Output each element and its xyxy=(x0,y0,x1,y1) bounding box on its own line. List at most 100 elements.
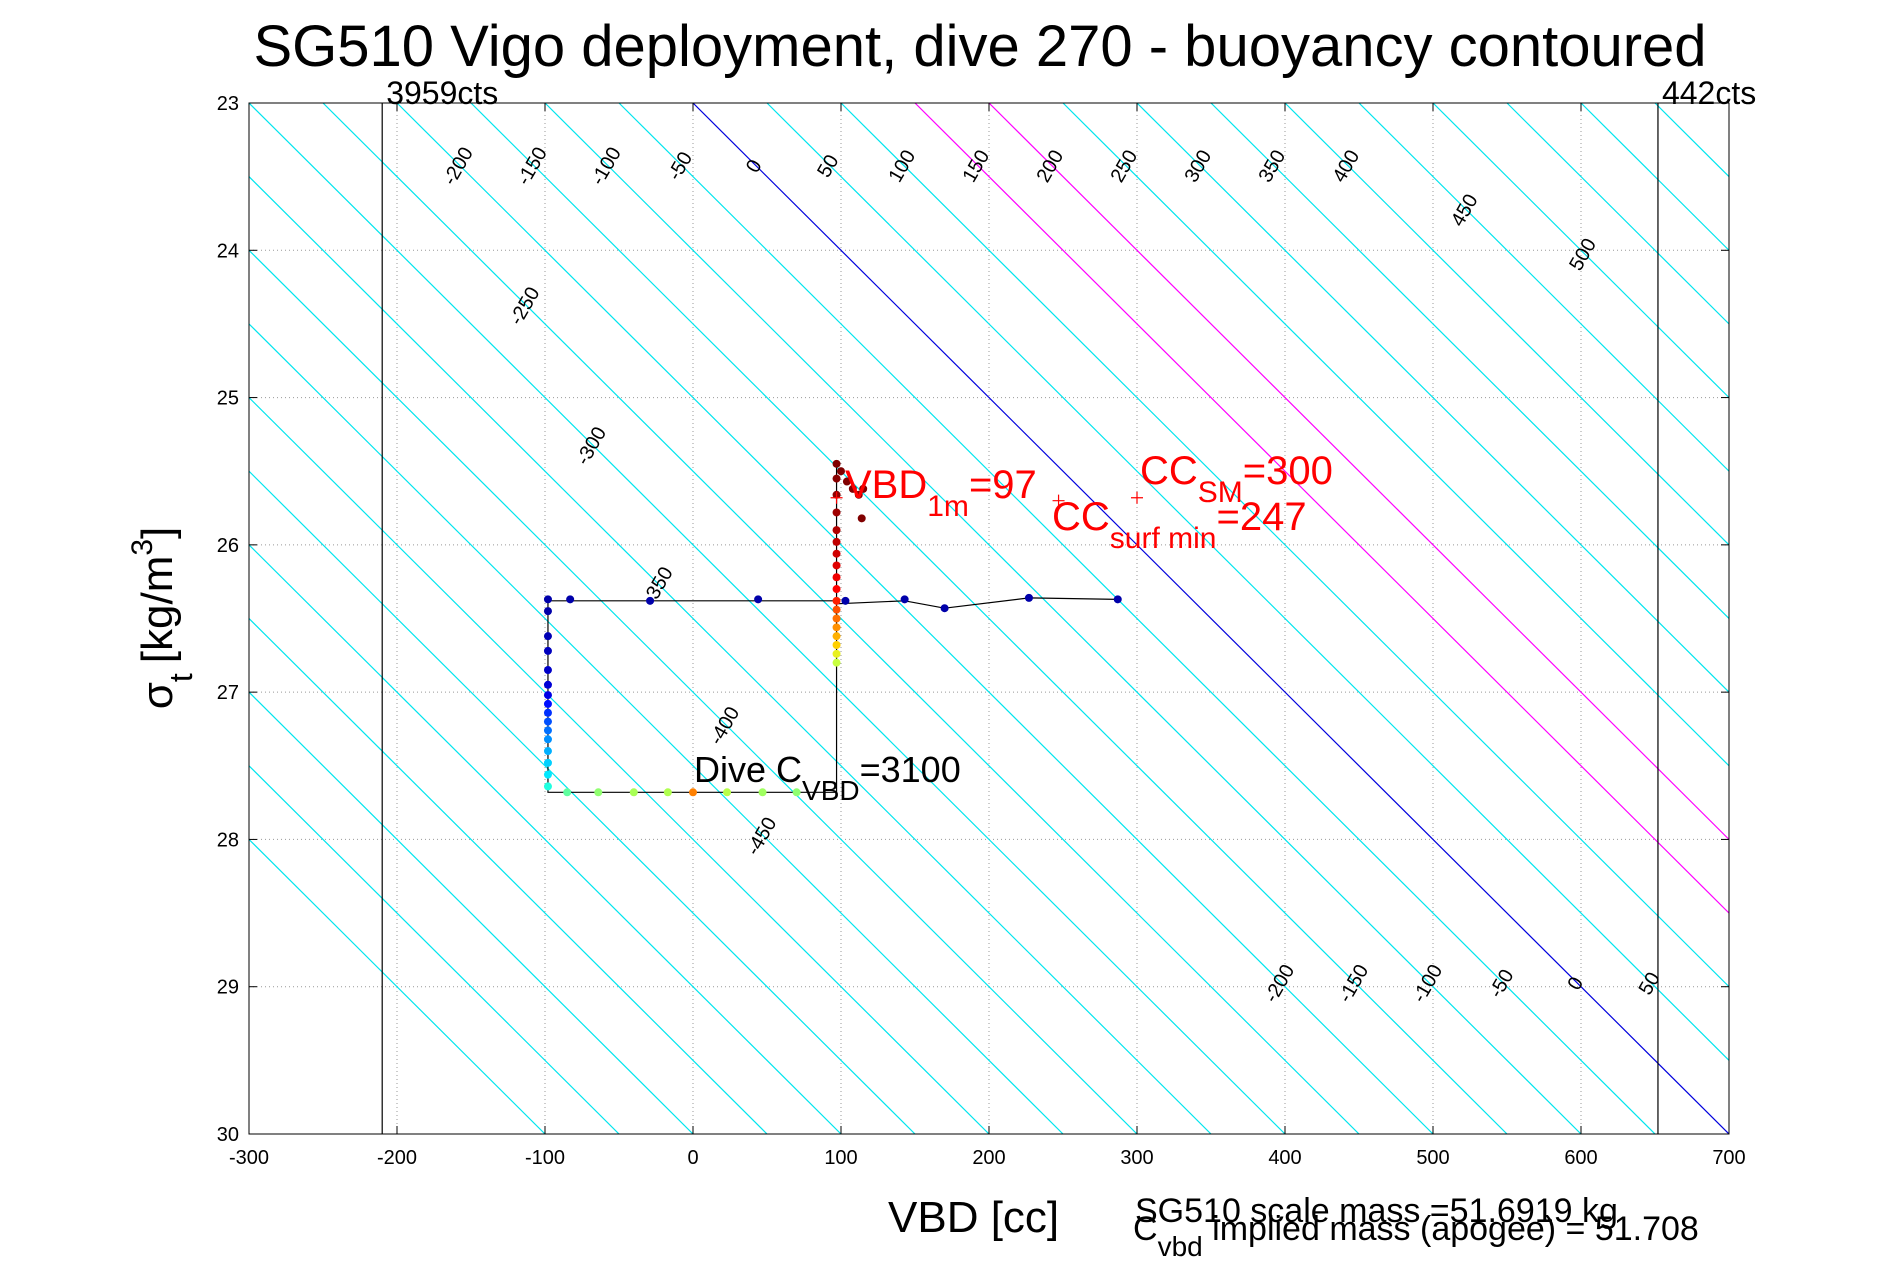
dive-c-vbd-annotation: Dive CVBD=3100 xyxy=(694,749,961,806)
data-point xyxy=(832,596,841,605)
x-tick-label: -100 xyxy=(525,1147,565,1169)
y-axis-label: σt[kg/m3] xyxy=(126,527,199,710)
data-point xyxy=(594,788,603,797)
data-point xyxy=(841,596,850,605)
data-point xyxy=(543,680,552,689)
data-point xyxy=(837,467,845,476)
buoyancy-contour xyxy=(766,103,1729,1062)
data-points xyxy=(543,459,1143,797)
data-point xyxy=(543,632,552,641)
data-point xyxy=(859,484,868,493)
buoyancy-contour xyxy=(470,103,1508,1134)
data-point xyxy=(663,788,672,797)
vbd-limit-label: 442cts xyxy=(1662,75,1756,111)
y-tick-label: 24 xyxy=(217,240,239,262)
data-point xyxy=(689,788,697,797)
chart-title: SG510 Vigo deployment, dive 270 - buoyan… xyxy=(253,14,1706,79)
buoyancy-contour xyxy=(249,175,1212,1134)
data-point xyxy=(543,708,552,717)
buoyancy-contour xyxy=(1358,103,1729,473)
zero-buoyancy-contour xyxy=(692,103,1729,1134)
data-point xyxy=(543,770,552,779)
data-point xyxy=(832,585,841,594)
y-tick-label: 23 xyxy=(217,93,239,115)
x-axis-ticks: -300 -200 -100 0 100 200 300 400 500 600 700 xyxy=(229,103,1746,1169)
data-point xyxy=(754,595,763,604)
buoyancy-contour xyxy=(249,544,842,1134)
data-point xyxy=(543,758,552,767)
data-point xyxy=(629,788,638,797)
buoyancy-contour xyxy=(249,691,694,1134)
y-tick-label: 25 xyxy=(217,388,239,410)
data-point xyxy=(723,788,732,797)
buoyancy-contour xyxy=(618,103,1656,1134)
vbd-limit-lines: 3959cts 442cts xyxy=(381,75,1756,1134)
dive-trace xyxy=(547,463,1118,793)
x-tick-label: 600 xyxy=(1564,1147,1597,1169)
data-point xyxy=(792,788,801,797)
vbd-limit-label: 3959cts xyxy=(386,75,498,111)
data-point xyxy=(832,641,841,650)
data-point xyxy=(543,735,552,744)
vbd-1m-annotation: VBD1m=97 xyxy=(845,463,1037,523)
data-point xyxy=(832,508,841,517)
x-tick-label: 300 xyxy=(1120,1147,1153,1169)
highlight-contour xyxy=(914,103,1729,914)
y-tick-label: 29 xyxy=(217,977,239,999)
annotation-marker xyxy=(1052,494,1065,507)
data-point xyxy=(848,484,857,493)
dive-trace-line xyxy=(547,463,1118,793)
x-tick-label: -200 xyxy=(377,1147,417,1169)
data-point xyxy=(832,649,841,658)
buoyancy-contour xyxy=(249,838,546,1134)
x-tick-label: 400 xyxy=(1268,1147,1301,1169)
buoyancy-contour xyxy=(249,103,1286,1134)
x-tick-label: 500 xyxy=(1416,1147,1449,1169)
data-point xyxy=(543,726,552,735)
annotation-marker xyxy=(1131,491,1143,504)
x-axis-label: VBD [cc] xyxy=(888,1193,1059,1242)
buoyancy-contour xyxy=(396,103,1434,1134)
data-point xyxy=(543,699,552,708)
data-point xyxy=(563,788,572,797)
cc-surf-min-annotation: CCsurf min=247 xyxy=(1052,495,1307,555)
data-point xyxy=(832,623,841,632)
buoyancy-contours xyxy=(249,103,1729,1134)
annotation-marker xyxy=(830,491,843,504)
data-point xyxy=(832,605,841,614)
data-point xyxy=(1113,595,1122,604)
data-point xyxy=(842,477,851,486)
data-point xyxy=(832,526,841,535)
data-point xyxy=(900,595,909,604)
buoyancy-contour xyxy=(1136,103,1729,693)
data-point xyxy=(832,658,841,667)
data-point xyxy=(543,747,552,756)
buoyancy-contour xyxy=(249,396,990,1134)
data-point xyxy=(832,573,841,582)
data-point xyxy=(832,537,841,546)
scale-mass-note: SG510 scale mass =51.6919 kg xyxy=(1135,1192,1618,1230)
data-point xyxy=(566,595,575,604)
x-tick-label: 0 xyxy=(687,1147,698,1169)
data-point xyxy=(543,782,552,791)
buoyancy-contour xyxy=(1062,103,1729,767)
data-point xyxy=(854,490,863,499)
data-point xyxy=(646,596,655,605)
buoyancy-contour xyxy=(840,103,1729,988)
x-tick-label: 100 xyxy=(824,1147,857,1169)
data-point xyxy=(832,474,841,483)
implied-mass-note: Cvbd implied mass (apogee) = 51.708 xyxy=(1133,1210,1699,1262)
buoyancy-contour xyxy=(322,103,1360,1134)
data-point xyxy=(543,717,552,726)
buoyancy-contour xyxy=(1284,103,1729,546)
buoyancy-contour xyxy=(544,103,1582,1134)
x-tick-label: 700 xyxy=(1712,1147,1745,1169)
y-tick-label: 30 xyxy=(217,1124,239,1146)
y-axis-ticks: 23 24 25 26 27 28 29 30 xyxy=(217,93,1729,1146)
buoyancy-contour xyxy=(249,323,1064,1134)
x-tick-label: 200 xyxy=(972,1147,1005,1169)
data-point xyxy=(940,604,949,613)
cc-sm-annotation: CCSM=300 xyxy=(1140,449,1333,509)
data-point xyxy=(832,459,841,468)
